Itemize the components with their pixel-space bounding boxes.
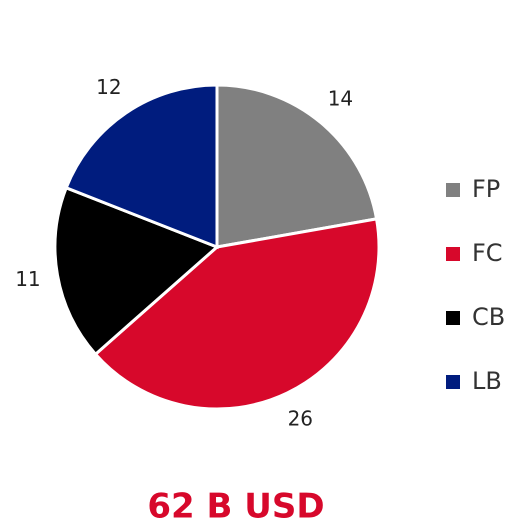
- data-label: 11: [15, 267, 40, 291]
- data-label: 26: [288, 406, 313, 430]
- legend-swatch: [446, 183, 460, 197]
- pie-slice: [215, 83, 379, 249]
- data-label: 14: [328, 86, 353, 110]
- pie-slice: [53, 185, 220, 357]
- legend-label: FC: [472, 239, 503, 267]
- legend-swatch: [446, 375, 460, 389]
- pie-slice: [93, 217, 381, 411]
- legend-label: LB: [472, 367, 502, 395]
- legend-swatch: [446, 311, 460, 325]
- pie-slice: [64, 83, 219, 250]
- total-caption: 62 B USD: [147, 487, 324, 527]
- data-label: 12: [96, 75, 121, 99]
- legend-label: CB: [472, 303, 505, 331]
- legend-swatch: [446, 247, 460, 261]
- legend-label: FP: [472, 175, 500, 203]
